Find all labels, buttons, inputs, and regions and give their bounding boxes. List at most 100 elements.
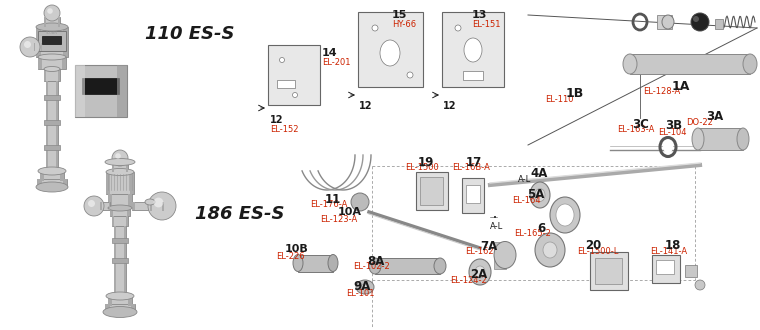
Bar xyxy=(112,162,128,172)
Circle shape xyxy=(691,13,709,31)
Text: A-L: A-L xyxy=(490,222,503,231)
Bar xyxy=(125,216,128,226)
Bar xyxy=(63,27,68,57)
Bar xyxy=(108,194,112,208)
Text: A-L: A-L xyxy=(518,175,531,184)
Ellipse shape xyxy=(36,23,68,31)
Bar xyxy=(62,179,67,187)
Text: EL-1500-L: EL-1500-L xyxy=(577,247,619,256)
Bar xyxy=(150,202,154,210)
Text: 8A: 8A xyxy=(367,255,385,268)
Bar xyxy=(108,296,112,306)
Bar xyxy=(38,31,66,51)
Circle shape xyxy=(24,41,31,48)
Text: 17: 17 xyxy=(466,156,483,169)
Text: 15: 15 xyxy=(392,10,407,20)
Ellipse shape xyxy=(623,54,637,74)
Text: 20: 20 xyxy=(585,239,601,252)
Ellipse shape xyxy=(103,307,137,317)
Circle shape xyxy=(407,72,413,78)
Text: 1B: 1B xyxy=(566,87,584,100)
Circle shape xyxy=(20,37,40,57)
Text: SLOAN: SLOAN xyxy=(46,31,58,36)
Circle shape xyxy=(148,192,176,220)
Text: 18: 18 xyxy=(665,239,682,252)
Ellipse shape xyxy=(38,54,66,60)
Text: EL-102-2: EL-102-2 xyxy=(353,262,390,271)
Bar xyxy=(150,202,152,211)
Bar xyxy=(44,17,46,27)
Bar xyxy=(44,17,60,27)
Ellipse shape xyxy=(550,197,580,233)
Bar xyxy=(375,258,440,274)
Ellipse shape xyxy=(662,15,674,29)
Ellipse shape xyxy=(108,205,132,211)
Ellipse shape xyxy=(494,242,516,269)
Text: 3B: 3B xyxy=(665,119,682,132)
Ellipse shape xyxy=(737,128,749,150)
Text: EL-152: EL-152 xyxy=(270,125,299,134)
Bar xyxy=(358,12,423,87)
Bar xyxy=(106,172,110,194)
Text: 5A: 5A xyxy=(527,188,544,201)
Circle shape xyxy=(154,198,163,207)
Ellipse shape xyxy=(530,182,550,208)
Bar xyxy=(462,178,484,213)
Text: EL-101: EL-101 xyxy=(346,289,375,298)
Circle shape xyxy=(372,25,378,31)
Bar xyxy=(44,145,60,150)
Circle shape xyxy=(293,92,297,97)
Bar xyxy=(108,194,132,208)
Ellipse shape xyxy=(369,258,381,274)
Text: EL-16B-A: EL-16B-A xyxy=(452,163,490,172)
Bar xyxy=(40,171,43,181)
Bar xyxy=(130,172,134,194)
Circle shape xyxy=(112,150,128,166)
Text: EL-151: EL-151 xyxy=(472,20,501,29)
Text: 3A: 3A xyxy=(706,110,724,123)
Text: 110 ES-S: 110 ES-S xyxy=(145,25,235,43)
Text: EL-201: EL-201 xyxy=(322,58,350,67)
Bar xyxy=(75,65,85,117)
Bar xyxy=(60,171,64,181)
Text: 4A: 4A xyxy=(530,167,547,180)
Bar xyxy=(466,185,480,203)
Bar xyxy=(108,296,132,306)
Bar xyxy=(42,36,61,44)
Text: EL-162: EL-162 xyxy=(465,247,494,256)
Ellipse shape xyxy=(105,158,135,166)
Text: DO-22: DO-22 xyxy=(686,118,713,127)
Text: EL-128-A: EL-128-A xyxy=(643,87,680,96)
Text: EL-104: EL-104 xyxy=(658,128,686,137)
Bar xyxy=(36,27,68,57)
Text: 1A: 1A xyxy=(672,80,690,93)
Ellipse shape xyxy=(36,182,68,192)
Bar xyxy=(128,194,132,208)
Ellipse shape xyxy=(356,280,374,294)
Ellipse shape xyxy=(469,259,491,285)
Bar xyxy=(114,226,116,296)
Bar xyxy=(277,80,295,88)
Bar xyxy=(46,81,58,171)
Text: EL-1500: EL-1500 xyxy=(405,163,439,172)
Bar xyxy=(44,95,60,100)
Circle shape xyxy=(455,25,461,31)
Bar xyxy=(715,19,723,29)
Bar xyxy=(494,242,506,269)
Bar xyxy=(590,252,628,290)
Bar xyxy=(112,216,128,226)
Ellipse shape xyxy=(535,188,545,202)
Text: EL-124-2: EL-124-2 xyxy=(450,276,486,285)
Bar xyxy=(463,71,483,80)
Ellipse shape xyxy=(361,284,369,290)
Ellipse shape xyxy=(106,292,134,300)
Bar xyxy=(132,202,154,210)
Bar xyxy=(125,162,128,172)
Text: 19: 19 xyxy=(418,156,435,169)
Bar xyxy=(595,258,622,284)
Text: EL-165-2: EL-165-2 xyxy=(514,229,551,238)
Bar xyxy=(82,78,119,94)
Bar xyxy=(100,202,110,210)
Bar xyxy=(44,69,46,81)
Bar xyxy=(40,171,64,181)
